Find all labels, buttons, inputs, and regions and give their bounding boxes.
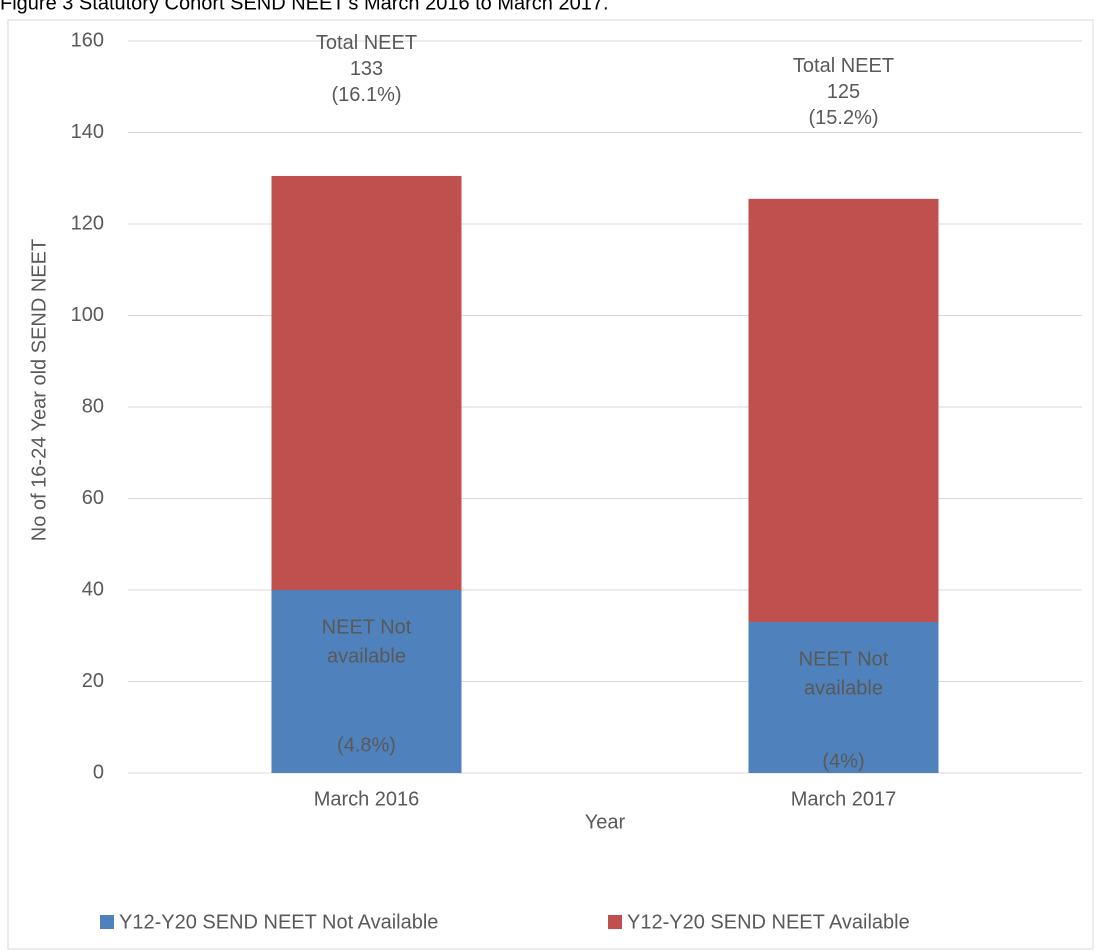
legend-swatch — [608, 915, 622, 929]
bar-segment — [748, 622, 939, 773]
y-tick-label: 0 — [93, 761, 104, 783]
y-tick-label: 160 — [71, 29, 104, 51]
y-tick-label: 60 — [82, 487, 104, 509]
total-label: Total NEET — [316, 32, 417, 54]
x-tick-label: March 2017 — [791, 788, 897, 810]
y-tick-label: 140 — [71, 121, 104, 143]
chart-border — [7, 19, 1094, 950]
bar-segment — [271, 590, 462, 773]
chart-title: Figure 3 Statutory Cohort SEND NEET's Ma… — [0, 0, 609, 14]
y-tick-label: 100 — [71, 304, 104, 326]
segment-label: available — [804, 677, 883, 699]
bar-segment — [748, 198, 939, 623]
total-label: (15.2%) — [808, 107, 878, 129]
bar-segment — [271, 175, 462, 590]
legend-label: Y12-Y20 SEND NEET Not Available — [119, 911, 438, 933]
total-label: (16.1%) — [331, 84, 401, 106]
segment-label: (4%) — [822, 750, 864, 772]
segment-label: NEET Not — [322, 616, 412, 638]
y-tick-label: 80 — [82, 395, 104, 417]
legend-label: Y12-Y20 SEND NEET Available — [627, 911, 910, 933]
y-tick-label: 40 — [82, 578, 104, 600]
y-tick-label: 120 — [71, 212, 104, 234]
legend-swatch — [100, 915, 114, 929]
segment-label: available — [327, 645, 406, 667]
segment-label: NEET Not — [799, 648, 889, 670]
x-tick-label: March 2016 — [314, 788, 420, 810]
segment-label: (4.8%) — [337, 734, 396, 756]
total-label: 125 — [827, 81, 860, 103]
y-axis-label: No of 16-24 Year old SEND NEET — [28, 239, 50, 541]
total-label: Total NEET — [793, 55, 894, 77]
x-axis-label: Year — [585, 811, 626, 833]
y-tick-label: 20 — [82, 670, 104, 692]
total-label: 133 — [350, 58, 383, 80]
